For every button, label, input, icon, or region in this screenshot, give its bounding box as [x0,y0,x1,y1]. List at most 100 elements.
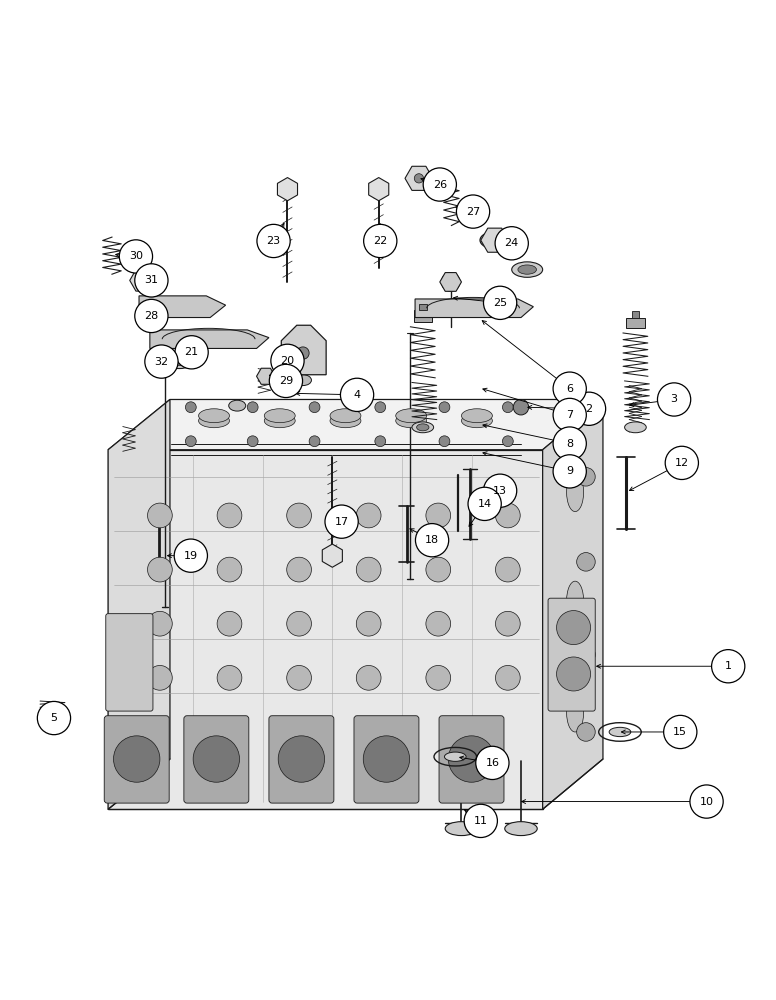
Circle shape [423,168,456,201]
Circle shape [364,224,397,258]
Circle shape [439,436,450,447]
Ellipse shape [625,422,646,433]
Circle shape [483,286,517,319]
Ellipse shape [265,409,295,423]
Circle shape [309,436,320,447]
FancyBboxPatch shape [354,716,419,803]
Ellipse shape [609,727,631,737]
Polygon shape [108,399,603,450]
Circle shape [553,455,587,488]
Circle shape [712,650,745,683]
Ellipse shape [294,375,311,386]
Circle shape [286,557,311,582]
Ellipse shape [199,409,230,423]
Polygon shape [139,296,226,318]
Circle shape [217,611,242,636]
Circle shape [356,611,381,636]
Circle shape [577,645,595,664]
Polygon shape [130,270,154,291]
FancyBboxPatch shape [439,716,504,803]
Text: 6: 6 [566,384,573,394]
Text: 30: 30 [129,251,143,261]
Text: 5: 5 [50,713,57,723]
Circle shape [248,402,258,413]
FancyBboxPatch shape [184,716,249,803]
Text: 8: 8 [566,439,573,449]
Text: 23: 23 [266,236,281,246]
Circle shape [286,665,311,690]
Text: 19: 19 [184,551,198,561]
Polygon shape [281,325,326,375]
Circle shape [248,436,258,447]
FancyBboxPatch shape [548,598,595,711]
FancyBboxPatch shape [269,716,334,803]
Circle shape [553,372,587,405]
Ellipse shape [445,752,466,761]
Circle shape [577,723,595,741]
Ellipse shape [445,822,478,836]
Text: 4: 4 [354,390,361,400]
Text: 28: 28 [144,311,158,321]
Circle shape [356,557,381,582]
Circle shape [577,468,595,486]
Circle shape [147,665,172,690]
Text: 7: 7 [566,410,573,420]
Text: 27: 27 [466,207,480,217]
Circle shape [286,503,311,528]
Circle shape [657,383,691,416]
Circle shape [483,474,517,507]
Circle shape [415,524,449,557]
FancyBboxPatch shape [419,304,427,310]
Circle shape [426,611,451,636]
Ellipse shape [504,822,537,836]
Circle shape [665,446,698,480]
Circle shape [426,665,451,690]
Circle shape [309,402,320,413]
Circle shape [217,557,242,582]
Circle shape [185,436,196,447]
Circle shape [449,736,495,782]
Ellipse shape [330,409,361,423]
Ellipse shape [480,232,509,249]
Text: 15: 15 [674,727,688,737]
Ellipse shape [330,414,361,428]
Text: 9: 9 [566,466,573,476]
Ellipse shape [412,422,434,433]
Text: 13: 13 [493,486,508,496]
Polygon shape [405,166,433,190]
Circle shape [456,195,490,228]
Circle shape [496,503,520,528]
Circle shape [476,746,509,780]
Circle shape [147,557,172,582]
Polygon shape [369,178,389,201]
Polygon shape [278,178,297,201]
Ellipse shape [518,265,536,274]
Ellipse shape [511,262,542,277]
Circle shape [356,665,381,690]
Circle shape [468,487,501,520]
Circle shape [217,665,242,690]
Circle shape [193,736,240,782]
Text: 31: 31 [144,275,158,285]
Circle shape [174,539,207,572]
Ellipse shape [229,400,246,411]
FancyBboxPatch shape [106,614,153,711]
Circle shape [135,299,168,333]
Text: 18: 18 [425,535,439,545]
Ellipse shape [566,693,584,732]
Circle shape [496,665,520,690]
Circle shape [135,264,168,297]
Circle shape [464,804,497,838]
Circle shape [414,174,424,183]
Polygon shape [150,330,269,348]
Text: 21: 21 [185,347,199,357]
Ellipse shape [462,414,493,428]
Circle shape [286,611,311,636]
Circle shape [439,402,450,413]
Circle shape [496,611,520,636]
Circle shape [363,736,410,782]
FancyBboxPatch shape [626,318,645,328]
Polygon shape [542,399,603,809]
Circle shape [120,240,153,273]
Ellipse shape [396,409,427,423]
